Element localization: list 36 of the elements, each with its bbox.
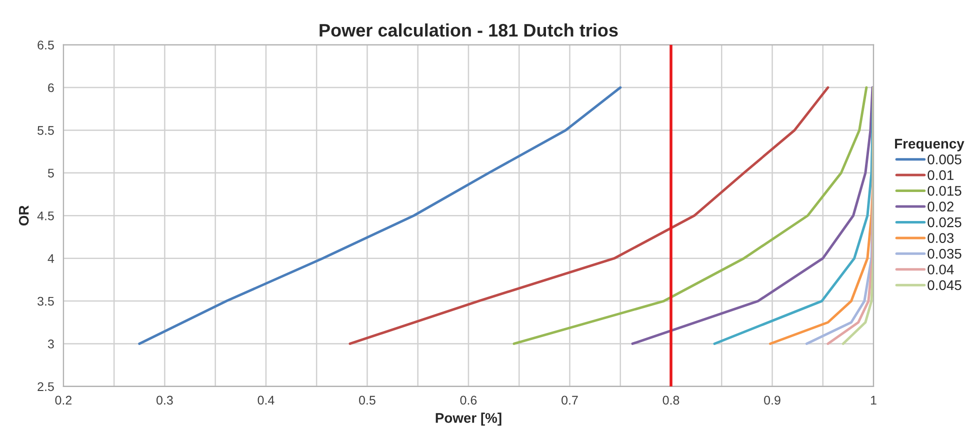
- legend-label: 0.03: [928, 233, 954, 243]
- legend-label: 0.015: [928, 186, 962, 196]
- line-series: [138, 86, 622, 345]
- legend-label: 0.04: [928, 264, 954, 274]
- y-tick-label: 3: [48, 340, 54, 348]
- y-tick-label: 4.5: [37, 212, 54, 220]
- x-tick-label: 0.3: [156, 396, 173, 405]
- x-tick-label: 0.4: [258, 396, 274, 405]
- legend-label: 0.005: [928, 154, 962, 164]
- legend-label: 0.025: [928, 217, 962, 228]
- x-axis-title: Power [%]: [436, 412, 502, 426]
- x-tick-label: 0.8: [662, 396, 680, 405]
- y-tick-label: 2.5: [38, 382, 54, 392]
- x-tick-label: 0.5: [359, 396, 376, 405]
- y-tick-label: 5.5: [38, 126, 54, 135]
- legend-label: 0.045: [928, 280, 962, 290]
- line-series: [842, 86, 874, 345]
- y-axis-title: OR: [18, 206, 29, 226]
- x-tick-label: 0.7: [562, 396, 578, 405]
- y-tick-label: 3.5: [38, 296, 54, 306]
- chart-title: Power calculation - 181 Dutch trios: [320, 23, 618, 37]
- x-tick-label: 0.6: [460, 396, 477, 405]
- x-tick-label: 1: [871, 396, 876, 405]
- legend-title: Frequency: [895, 138, 964, 152]
- y-tick-label: 4: [48, 254, 54, 263]
- line-series: [512, 86, 868, 345]
- line-series: [348, 86, 830, 345]
- legend-label: 0.035: [928, 248, 962, 259]
- legend-label: 0.02: [928, 202, 954, 212]
- x-tick-label: 0.9: [764, 396, 780, 405]
- legend-label: 0.01: [928, 170, 954, 180]
- line-series: [631, 86, 874, 345]
- y-tick-label: 5: [48, 168, 54, 178]
- y-tick-label: 6: [48, 83, 54, 92]
- x-tick-label: 0.2: [55, 396, 72, 405]
- y-tick-label: 6.5: [38, 40, 54, 50]
